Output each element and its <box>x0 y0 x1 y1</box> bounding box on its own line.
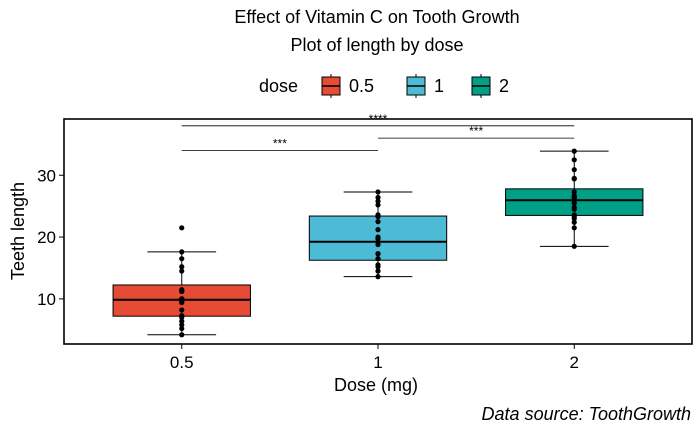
legend-label: 2 <box>499 76 509 96</box>
significance-label: *** <box>273 137 287 151</box>
legend-item: 2 <box>471 74 509 98</box>
significance-label: **** <box>369 112 388 126</box>
legend-title: dose <box>259 76 298 96</box>
legend: dose 0.5 1 2 <box>259 74 509 98</box>
chart-subtitle: Plot of length by dose <box>290 35 463 55</box>
plot-area: ********** <box>112 112 644 338</box>
data-point <box>179 314 185 321</box>
legend-label: 1 <box>434 76 444 96</box>
data-point <box>179 298 185 304</box>
data-point <box>179 288 185 295</box>
comparison-bracket: *** <box>378 124 575 139</box>
box-group <box>308 189 448 280</box>
x-tick-label: 2 <box>570 353 579 372</box>
x-tick-label: 1 <box>373 353 382 372</box>
x-axis: 0.5 1 2 <box>170 344 579 372</box>
box-group <box>505 148 644 249</box>
data-point <box>375 251 381 257</box>
data-point <box>375 198 381 204</box>
data-point <box>571 189 577 195</box>
data-point <box>571 148 577 154</box>
x-axis-label: Dose (mg) <box>334 375 418 395</box>
data-point <box>179 256 185 262</box>
data-point <box>571 219 577 225</box>
data-point <box>571 157 577 163</box>
data-point <box>571 225 577 231</box>
data-point <box>179 264 185 270</box>
data-point <box>375 212 381 218</box>
data-point <box>571 194 577 201</box>
data-point <box>571 243 577 249</box>
data-point <box>375 274 381 280</box>
data-point <box>179 268 185 274</box>
significance-label: *** <box>469 124 483 138</box>
legend-item: 1 <box>406 74 444 98</box>
x-tick-label: 0.5 <box>170 353 194 372</box>
y-tick-label: 20 <box>37 228 56 247</box>
legend-item: 0.5 <box>321 74 374 98</box>
data-point <box>375 268 381 274</box>
data-point <box>179 322 185 328</box>
chart-title: Effect of Vitamin C on Tooth Growth <box>234 7 519 27</box>
data-point <box>375 256 381 262</box>
data-point <box>571 215 577 222</box>
legend-label: 0.5 <box>349 76 374 96</box>
y-tick-label: 30 <box>37 166 56 185</box>
data-point <box>179 325 185 332</box>
data-point <box>571 200 577 206</box>
comparison-bracket: *** <box>181 137 378 151</box>
data-point <box>179 249 185 255</box>
data-point <box>375 262 381 268</box>
data-point <box>375 194 381 201</box>
y-tick-label: 10 <box>37 290 56 309</box>
data-point <box>179 225 185 231</box>
box-group <box>112 225 251 338</box>
data-point <box>375 234 381 240</box>
data-point <box>375 227 381 233</box>
data-point <box>375 189 381 195</box>
data-point <box>375 241 381 248</box>
data-point <box>571 176 577 182</box>
data-point <box>179 332 185 338</box>
y-axis: 10 20 30 <box>37 166 64 309</box>
data-point <box>571 204 577 210</box>
data-point <box>571 167 577 173</box>
data-point <box>179 307 185 313</box>
data-point <box>375 219 381 225</box>
data-point <box>375 202 381 208</box>
caption: Data source: ToothGrowth <box>482 404 691 424</box>
y-axis-label: Teeth length <box>8 182 28 280</box>
data-point <box>179 318 185 324</box>
comparison-bracket: **** <box>181 112 575 127</box>
